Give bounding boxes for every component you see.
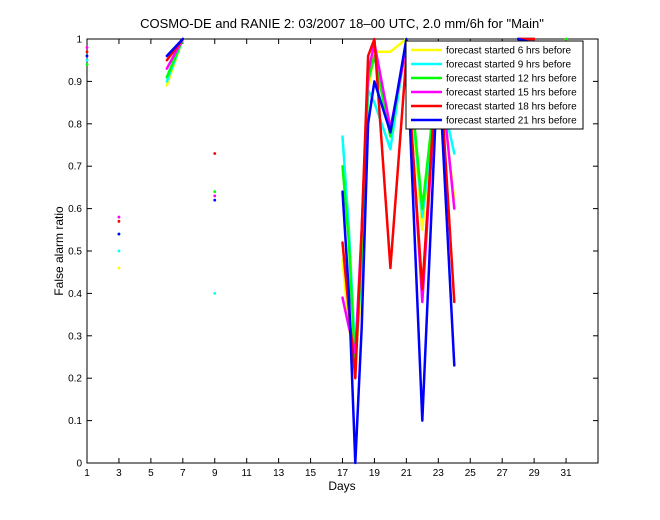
y-tick-label: 0.8 [68, 119, 82, 130]
x-tick-label: 1 [84, 468, 90, 479]
y-axis: 0 0.1 0.2 0.3 0.4 0.5 0.6 0.7 0.8 0.9 1 [68, 35, 598, 470]
x-tick-label: 21 [401, 468, 413, 479]
data-point [117, 219, 121, 223]
y-tick-label: 0.5 [68, 247, 82, 258]
legend-entry: forecast started 18 hrs before [446, 102, 577, 113]
x-tick-label: 5 [148, 468, 154, 479]
x-tick-label: 7 [180, 468, 186, 479]
y-axis-label: False alarm ratio [52, 206, 66, 296]
y-tick-label: 0 [76, 459, 82, 470]
x-tick-label: 11 [241, 468, 252, 479]
series-line [165, 37, 185, 58]
y-tick-label: 0.2 [68, 374, 82, 385]
series-line [341, 37, 456, 380]
y-tick-label: 0.7 [68, 162, 82, 173]
data-point [85, 46, 89, 49]
x-tick-label: 29 [529, 468, 541, 479]
x-tick-label: 9 [212, 468, 218, 479]
data-point [213, 190, 217, 194]
x-tick-label: 15 [305, 468, 317, 479]
legend: forecast started 6 hrs before forecast st… [405, 40, 584, 130]
data-point [117, 249, 121, 253]
data-point [85, 58, 89, 62]
legend-entry: forecast started 21 hrs before [446, 116, 577, 127]
series-line [341, 37, 456, 465]
data-point [85, 54, 89, 58]
y-tick-label: 0.6 [68, 204, 82, 215]
chart-title: COSMO-DE and RANIE 2: 03/2007 18–00 UTC,… [140, 16, 544, 31]
data-point [117, 232, 121, 236]
data-point [564, 37, 568, 41]
data-point [213, 194, 217, 198]
x-tick-label: 3 [116, 468, 122, 479]
legend-entry: forecast started 12 hrs before [446, 74, 577, 85]
x-tick-label: 27 [497, 468, 509, 479]
y-tick-label: 0.1 [68, 416, 82, 427]
legend-entry: forecast started 15 hrs before [446, 88, 577, 99]
x-tick-label: 23 [433, 468, 445, 479]
legend-entry: forecast started 9 hrs before [446, 60, 572, 71]
x-axis-label: Days [328, 479, 355, 493]
x-tick-label: 13 [273, 468, 285, 479]
y-tick-label: 0.9 [68, 77, 82, 88]
y-tick-label: 1 [76, 35, 82, 46]
data-point [117, 266, 121, 270]
data-point [85, 50, 89, 54]
data-point [213, 292, 217, 295]
legend-entry: forecast started 6 hrs before [446, 46, 572, 57]
y-tick-label: 0.3 [68, 331, 82, 342]
x-tick-label: 25 [465, 468, 477, 479]
x-tick-label: 17 [337, 468, 349, 479]
data-point [213, 152, 217, 155]
data-point [85, 63, 89, 66]
legend-box [405, 40, 584, 130]
data-point [213, 198, 217, 202]
x-tick-label: 31 [561, 468, 573, 479]
x-tick-label: 19 [369, 468, 381, 479]
y-tick-label: 0.4 [68, 289, 82, 300]
data-point [117, 215, 121, 219]
